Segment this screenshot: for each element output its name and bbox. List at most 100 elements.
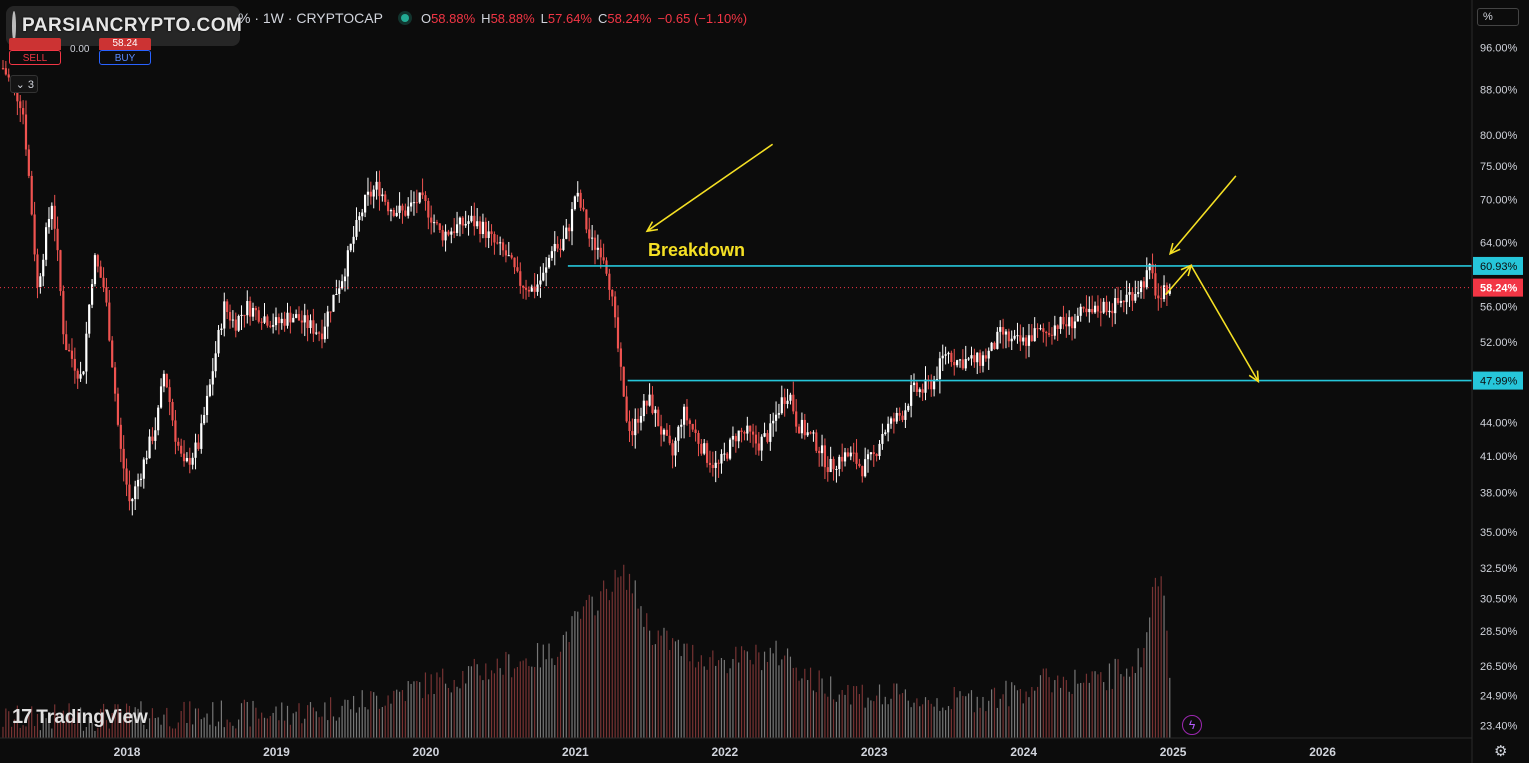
candle-body (159, 386, 163, 408)
breakdown-arrow[interactable] (646, 143, 774, 232)
candle-body (671, 443, 674, 456)
retest-arrow[interactable] (1169, 175, 1237, 255)
candle-body (389, 210, 393, 212)
candle-body (461, 217, 464, 226)
candle-body (1047, 333, 1051, 335)
change-value: −0.65 (−1.10%) (657, 10, 748, 26)
candle-body (786, 400, 789, 404)
candle-body (887, 423, 890, 433)
candle-body (1004, 331, 1008, 335)
candle-body (806, 432, 809, 436)
breakdown-annotation[interactable]: Breakdown (648, 240, 746, 260)
candle-body (44, 227, 48, 260)
candle-body (1157, 295, 1160, 299)
candle-body (1027, 335, 1031, 346)
time-axis: 2018 2019 2020 2021 2022 2023 2024 2025 2026 (0, 737, 1472, 759)
candle-body (1039, 328, 1042, 330)
sell-button[interactable]: SELL (9, 50, 61, 65)
y-tick-label: 38.00% (1480, 488, 1518, 500)
candle-body (639, 416, 643, 423)
target-arrow[interactable] (1190, 264, 1259, 382)
candle-body (717, 462, 720, 464)
candle-body (113, 367, 117, 394)
candle-body (631, 431, 634, 436)
candle-body (585, 209, 588, 230)
candle-body (447, 231, 450, 235)
gear-icon[interactable]: ⚙ (1494, 743, 1508, 760)
candle-body (516, 267, 519, 272)
bounce-arrow[interactable] (1165, 264, 1192, 296)
tradingview-logo[interactable]: 17 TradingView (12, 706, 148, 729)
candle-body (728, 439, 732, 459)
candle-body (562, 238, 565, 250)
candle-body (432, 222, 436, 224)
candle-body (1030, 335, 1033, 342)
candle-body (105, 287, 108, 303)
candle-body (746, 425, 749, 434)
candle-body (588, 229, 591, 239)
symbol-line[interactable]: % · 1W · CRYPTOCAP (238, 10, 383, 26)
candle-body (654, 409, 657, 414)
candle-body (519, 271, 522, 286)
candle-body (386, 201, 390, 212)
candle-body (838, 456, 841, 469)
candle-body (855, 452, 858, 464)
x-tick-label: 2025 (1160, 745, 1187, 759)
candle-body (200, 423, 203, 449)
candle-body (1119, 300, 1123, 303)
candle-body (355, 220, 358, 237)
candle-body (680, 424, 683, 427)
brand-mark-icon (12, 11, 16, 41)
candle-body (1160, 298, 1163, 300)
candle-body (545, 267, 548, 273)
candle-body (401, 205, 404, 211)
candle-body (182, 453, 186, 462)
candle-body (378, 181, 381, 197)
candle-body (418, 192, 421, 203)
candle-body (685, 406, 689, 421)
candle-body (999, 327, 1002, 332)
candle-body (93, 255, 97, 285)
x-tick-label: 2026 (1309, 745, 1336, 759)
candle-body (740, 430, 743, 433)
candle-body (1010, 338, 1013, 342)
candle-body (174, 420, 177, 442)
candle-body (795, 411, 798, 427)
candle-body (499, 242, 502, 244)
candle-body (734, 435, 737, 442)
candle-body (901, 415, 904, 420)
candle-body (363, 194, 367, 213)
candle-body (157, 407, 160, 431)
high-label: H (481, 10, 491, 26)
candle-body (223, 301, 226, 329)
candle-body (24, 114, 28, 150)
lots-dropdown[interactable]: ⌄ 3 (10, 75, 38, 93)
candle-body (947, 352, 950, 355)
candle-body (910, 385, 913, 406)
candle-body (1059, 316, 1062, 329)
candle-body (1013, 335, 1016, 339)
candle-body (553, 243, 556, 252)
candle-body (579, 192, 582, 208)
scale-unit-badge[interactable]: % (1477, 8, 1519, 26)
candle-body (749, 425, 752, 432)
candle-body (703, 443, 706, 454)
candle-body (723, 453, 726, 455)
candle-body (657, 409, 660, 427)
candle-body (864, 459, 867, 477)
buy-button[interactable]: BUY (99, 50, 151, 65)
sell-price-box[interactable] (9, 38, 61, 50)
candle-body (1045, 331, 1048, 334)
candle-body (792, 394, 795, 412)
buy-price-box[interactable]: 58.24 (99, 38, 151, 50)
y-tick-label: 80.00% (1480, 130, 1518, 142)
candle-body (151, 436, 154, 441)
y-tick-label: 44.00% (1480, 417, 1518, 429)
candle-body (168, 387, 171, 403)
candle-body (266, 316, 269, 326)
lightning-icon[interactable]: ϟ (1182, 715, 1202, 735)
candle-body (237, 315, 240, 331)
candle-body (111, 340, 114, 368)
candle-body (88, 304, 91, 334)
